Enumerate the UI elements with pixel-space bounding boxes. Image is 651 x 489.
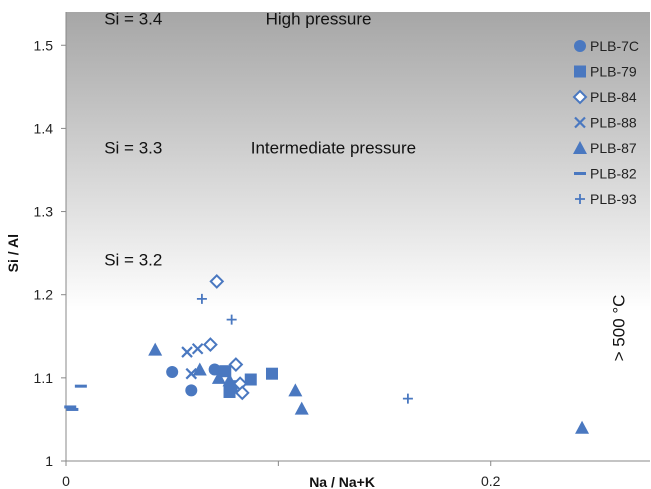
data-point bbox=[185, 384, 198, 397]
annotation-label: Si = 3.4 bbox=[104, 9, 162, 28]
data-point bbox=[64, 405, 77, 409]
data-point bbox=[181, 346, 193, 358]
y-tick-label: 1.3 bbox=[34, 204, 54, 220]
annotations: Si = 3.4 High pressure Si = 3.3 Intermediat… bbox=[104, 9, 628, 361]
legend-item: PLB-82 bbox=[574, 166, 637, 182]
y-axis-title: Si / Al bbox=[5, 234, 21, 272]
legend: PLB-7C PLB-79 PLB-84 PLB-88 PLB-87 PLB-82 PLB-… bbox=[572, 38, 639, 207]
legend-label: PLB-93 bbox=[590, 191, 637, 207]
legend-label: PLB-7C bbox=[590, 38, 639, 54]
series-plb-87 bbox=[148, 342, 590, 434]
data-point bbox=[402, 393, 413, 404]
data-point bbox=[219, 365, 232, 378]
data-point bbox=[66, 407, 79, 411]
series-plb-84 bbox=[202, 273, 250, 401]
legend-marker bbox=[574, 116, 586, 129]
data-point bbox=[209, 273, 225, 289]
data-point bbox=[288, 383, 303, 397]
annotation-label: Si = 3.2 bbox=[104, 251, 162, 270]
legend-marker bbox=[574, 172, 586, 175]
legend-marker bbox=[574, 40, 586, 52]
data-point bbox=[148, 342, 163, 356]
legend-label: PLB-82 bbox=[590, 166, 637, 182]
annotation-label: High pressure bbox=[266, 9, 372, 28]
legend-item: PLB-7C bbox=[574, 38, 639, 54]
annotation-label: > 500 °C bbox=[610, 295, 629, 362]
y-tick-label: 1.1 bbox=[34, 370, 54, 386]
series-plb-7c bbox=[166, 363, 221, 397]
y-tick-label: 1.5 bbox=[34, 37, 54, 53]
data-point bbox=[294, 401, 309, 415]
data-point bbox=[222, 373, 237, 387]
x-tick-label: 0 bbox=[62, 473, 70, 489]
legend-marker bbox=[575, 194, 585, 204]
annotation-label: Si = 3.3 bbox=[104, 138, 162, 157]
x-axis-title: Na / Na+K bbox=[309, 474, 375, 489]
legend-item: PLB-79 bbox=[574, 64, 637, 80]
series-plb-93 bbox=[196, 293, 413, 404]
data-point bbox=[202, 337, 218, 353]
y-tick-label: 1 bbox=[45, 453, 53, 469]
data-point bbox=[185, 367, 198, 380]
legend-item: PLB-93 bbox=[575, 191, 637, 207]
legend-marker bbox=[573, 141, 587, 154]
legend-label: PLB-79 bbox=[590, 64, 637, 80]
legend-item: PLB-88 bbox=[574, 115, 637, 131]
data-point bbox=[265, 367, 278, 380]
series-plb-82 bbox=[64, 384, 87, 411]
data-point bbox=[166, 366, 179, 379]
data-point bbox=[226, 314, 237, 325]
data-point bbox=[211, 370, 226, 384]
legend-label: PLB-88 bbox=[590, 115, 637, 131]
data-point bbox=[192, 362, 207, 376]
y-tick-label: 1.2 bbox=[34, 287, 54, 303]
pressure-gradient-background bbox=[66, 12, 650, 461]
series-plb-88 bbox=[181, 342, 204, 380]
legend-marker bbox=[572, 89, 588, 105]
data-point bbox=[74, 384, 87, 388]
data-point bbox=[234, 385, 250, 401]
legend-label: PLB-87 bbox=[590, 140, 637, 156]
annotation-label: Intermediate pressure bbox=[251, 138, 416, 157]
data-point bbox=[191, 342, 204, 355]
data-point bbox=[575, 420, 590, 434]
axes: 1 1.1 1.2 1.3 1.4 1.5 0 0.2 bbox=[34, 12, 650, 489]
x-tick-label: 0.2 bbox=[481, 473, 501, 489]
data-points bbox=[64, 273, 590, 434]
y-tick-label: 1.4 bbox=[34, 120, 54, 136]
legend-label: PLB-84 bbox=[590, 89, 637, 105]
legend-marker bbox=[574, 65, 586, 78]
legend-item: PLB-84 bbox=[572, 89, 637, 105]
legend-item: PLB-87 bbox=[573, 140, 637, 156]
data-point bbox=[208, 363, 221, 376]
data-point bbox=[228, 357, 244, 372]
data-point bbox=[244, 373, 257, 386]
data-point bbox=[196, 293, 207, 304]
